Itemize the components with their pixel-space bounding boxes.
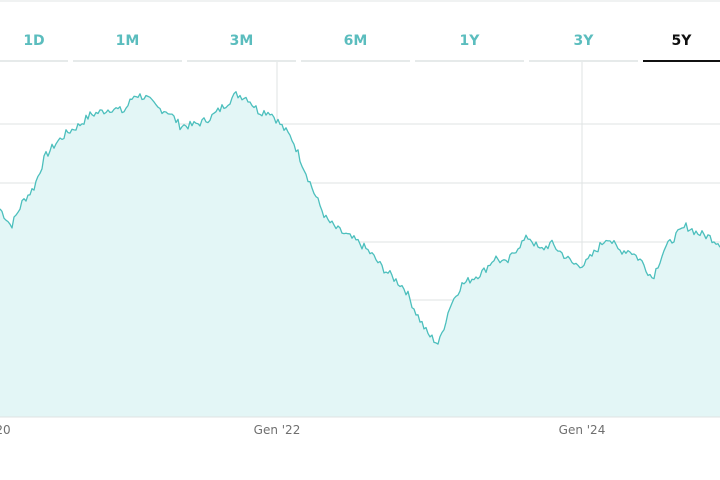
range-tab-3y[interactable]: 3Y	[529, 22, 638, 62]
range-tab-1y[interactable]: 1Y	[415, 22, 524, 62]
range-tabs: 1D 1M 3M 6M 1Y 3Y 5Y	[0, 0, 720, 62]
range-tab-1m[interactable]: 1M	[73, 22, 182, 62]
range-tab-3m[interactable]: 3M	[187, 22, 296, 62]
x-tick-label: 20	[0, 423, 11, 437]
range-tab-6m[interactable]: 6M	[301, 22, 410, 62]
x-tick-label: Gen '24	[559, 423, 606, 437]
price-chart: 20 Gen '22 Gen '24	[0, 62, 720, 437]
range-tab-5y[interactable]: 5Y	[643, 22, 720, 62]
price-line	[0, 91, 720, 345]
top-divider	[0, 0, 720, 2]
price-area	[0, 91, 720, 417]
x-tick-label: Gen '22	[254, 423, 301, 437]
range-tab-1d[interactable]: 1D	[0, 22, 68, 62]
